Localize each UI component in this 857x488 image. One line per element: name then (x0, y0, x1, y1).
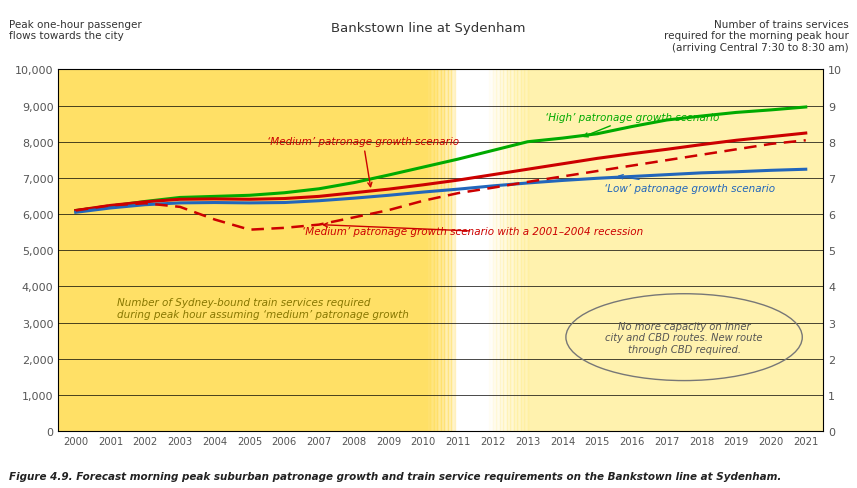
Bar (521, 70, 524, 431)
Bar (455, 70, 458, 431)
Bar (479, 70, 482, 431)
Bar (462, 70, 465, 431)
Bar (486, 70, 489, 431)
Bar (465, 70, 469, 431)
Bar (518, 70, 521, 431)
Text: Figure 4.9. Forecast morning peak suburban patronage growth and train service re: Figure 4.9. Forecast morning peak suburb… (9, 471, 781, 481)
Bar (451, 70, 455, 431)
Bar (440, 70, 444, 431)
Bar (430, 70, 434, 431)
Text: ‘High’ patronage growth scenario: ‘High’ patronage growth scenario (545, 113, 719, 138)
Bar (513, 70, 518, 431)
Text: No more capacity on inner
city and CBD routes. New route
through CBD required.: No more capacity on inner city and CBD r… (605, 321, 763, 354)
Bar (469, 70, 472, 431)
Bar (528, 70, 823, 431)
Bar (489, 70, 493, 431)
Bar (437, 70, 440, 431)
Bar (506, 70, 510, 431)
Bar (427, 70, 430, 431)
Bar (496, 70, 500, 431)
Bar (503, 70, 506, 431)
Bar (524, 70, 528, 431)
Bar (500, 70, 503, 431)
Text: Number of trains services
required for the morning peak hour
(arriving Central 7: Number of trains services required for t… (663, 20, 848, 53)
Bar (510, 70, 513, 431)
Text: ‘Medium’ patronage growth scenario: ‘Medium’ patronage growth scenario (267, 136, 459, 187)
Text: ‘Low’ patronage growth scenario: ‘Low’ patronage growth scenario (604, 175, 776, 193)
Bar (423, 70, 427, 431)
Text: ‘Medium’ patronage growth scenario with a 2001–2004 recession: ‘Medium’ patronage growth scenario with … (302, 224, 643, 237)
Bar (476, 70, 479, 431)
Bar (444, 70, 447, 431)
Bar (447, 70, 451, 431)
Text: Peak one-hour passenger
flows towards the city: Peak one-hour passenger flows towards th… (9, 20, 141, 41)
Bar (472, 70, 476, 431)
Bar (493, 70, 496, 431)
Text: Bankstown line at Sydenham: Bankstown line at Sydenham (332, 22, 525, 35)
Text: Number of Sydney-bound train services required
during peak hour assuming ‘medium: Number of Sydney-bound train services re… (117, 298, 410, 319)
Bar (434, 70, 437, 431)
Bar (482, 70, 486, 431)
Bar (58, 70, 423, 431)
Bar (458, 70, 462, 431)
